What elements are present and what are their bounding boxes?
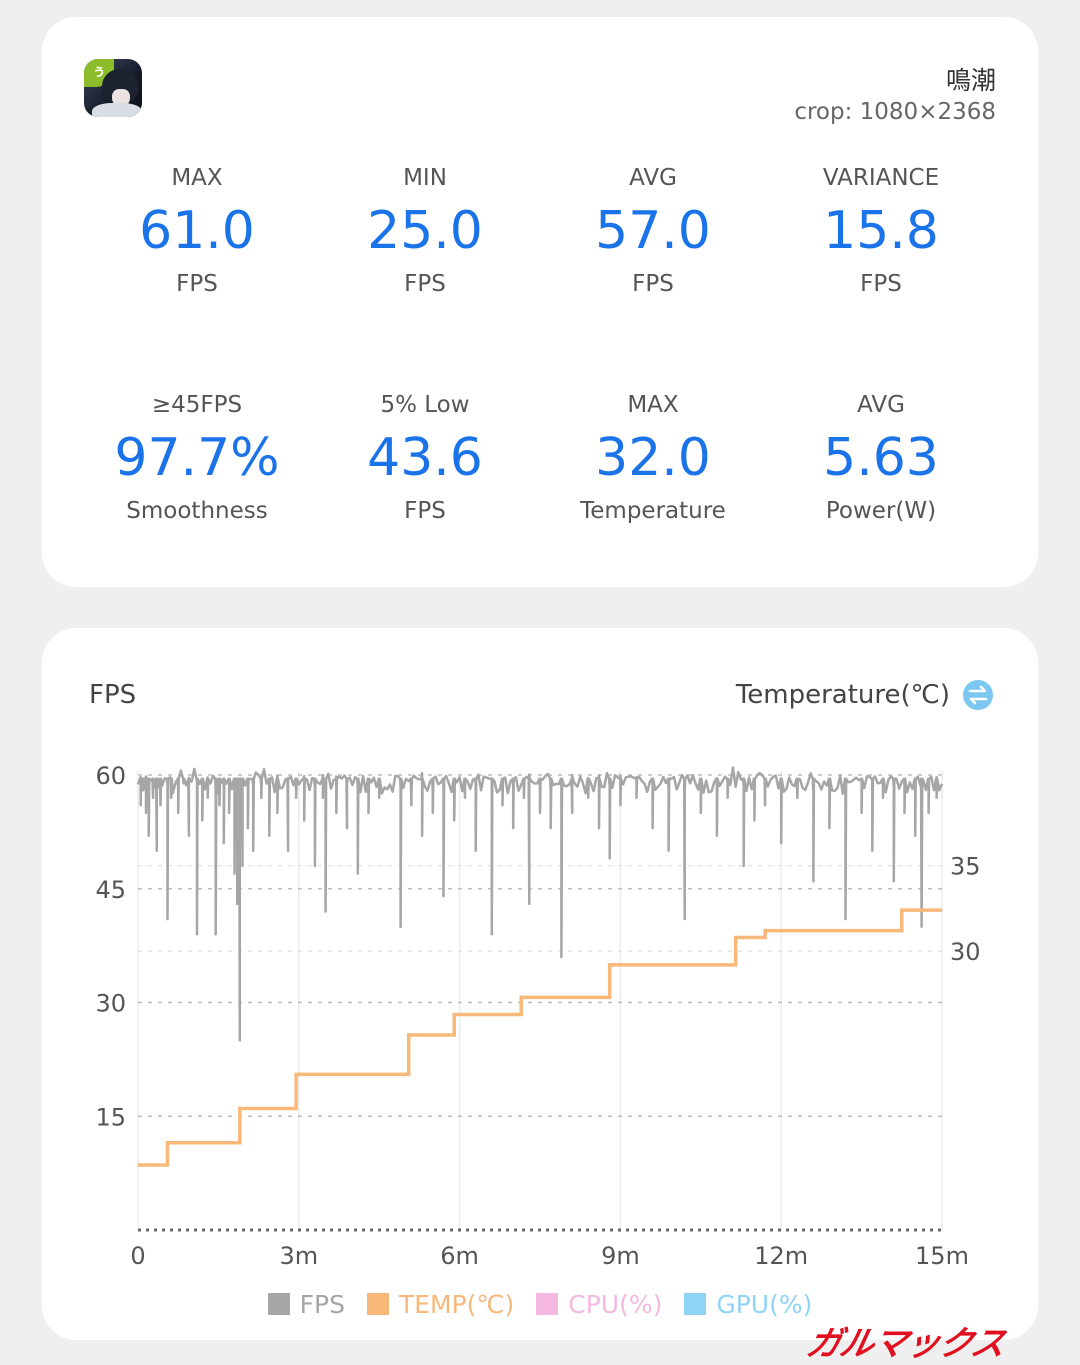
stat-label: MAX (171, 165, 223, 191)
stat-unit: FPS (860, 271, 902, 297)
legend-swatch (366, 1293, 389, 1315)
stat-label: 5% Low (380, 392, 470, 418)
stat-label: VARIANCE (822, 165, 940, 191)
stat-7: AVG 5.63 Power(W) (767, 390, 995, 526)
x-tick-label-5: 15m (915, 1242, 969, 1270)
chart-left-axis-title: FPS (89, 680, 137, 710)
stat-value: 43.6 (367, 428, 483, 488)
app-name: 鳴潮 (945, 66, 996, 95)
legend-swatch (536, 1293, 559, 1315)
stat-value: 61.0 (139, 201, 255, 261)
stat-value: 5.63 (823, 428, 939, 488)
stat-unit: FPS (404, 271, 446, 297)
stat-label: MAX (627, 392, 679, 418)
crop-info: crop: 1080×2368 (794, 99, 996, 125)
stat-2: AVG 57.0 FPS (539, 163, 767, 299)
x-tick-label-1: 3m (279, 1242, 318, 1270)
legend-label: GPU(%) (716, 1290, 813, 1319)
legend-label: TEMP(℃) (398, 1290, 515, 1319)
stat-0: MAX 61.0 FPS (83, 163, 311, 299)
legend-swatch (684, 1293, 707, 1315)
stat-6: MAX 32.0 Temperature (539, 390, 767, 526)
y-right-tick-label-1: 35 (950, 853, 981, 881)
chart-card: FPS Temperature(℃) 15 30 45 60 30 35 0 3m 6m 9m 12… (42, 628, 1038, 1340)
watermark-logo: ガルマックス (803, 1324, 1009, 1364)
y-right-tick-label-0: 30 (950, 938, 981, 966)
y-left-tick-label-0: 15 (95, 1103, 126, 1131)
legend-label: CPU(%) (568, 1290, 663, 1319)
fps-temperature-chart: 15 30 45 60 30 35 0 3m 6m 9m 12m 15m (95, 762, 981, 1270)
x-tick-label-0: 0 (130, 1242, 145, 1270)
app-icon: ぅ (84, 59, 142, 117)
stat-unit: Smoothness (126, 498, 268, 524)
fps-series-line (136, 766, 944, 1042)
legend-item-0[interactable]: FPS (267, 1290, 345, 1319)
y-left-tick-label-3: 60 (95, 762, 126, 790)
stat-4: ≥45FPS 97.7% Smoothness (83, 390, 311, 526)
stat-label: AVG (857, 392, 905, 418)
temperature-series-line (138, 908, 942, 1167)
stat-value: 25.0 (367, 201, 483, 261)
stat-value: 57.0 (595, 201, 711, 261)
swap-axis-icon[interactable] (962, 679, 994, 711)
x-tick-label-3: 9m (601, 1242, 640, 1270)
stat-value: 32.0 (595, 428, 711, 488)
y-left-tick-label-1: 30 (95, 990, 126, 1018)
legend-item-3[interactable]: GPU(%) (684, 1290, 812, 1319)
stat-value: 15.8 (823, 201, 939, 261)
stat-unit: FPS (176, 271, 218, 297)
legend-item-2[interactable]: CPU(%) (536, 1290, 662, 1319)
chart-legend: FPS TEMP(℃) CPU(%) GPU(%) (42, 1290, 1038, 1319)
stat-unit: Temperature (580, 498, 726, 524)
stat-label: AVG (629, 165, 677, 191)
y-left-tick-label-2: 45 (95, 876, 126, 904)
stat-label: MIN (403, 165, 447, 191)
legend-item-1[interactable]: TEMP(℃) (366, 1290, 515, 1319)
stat-unit: Power(W) (825, 498, 937, 524)
stat-3: VARIANCE 15.8 FPS (767, 163, 995, 299)
chart-right-axis-title: Temperature(℃) (735, 680, 950, 710)
stat-unit: FPS (404, 498, 446, 524)
stat-unit: FPS (632, 271, 674, 297)
legend-label: FPS (299, 1290, 345, 1319)
x-tick-label-2: 6m (440, 1242, 479, 1270)
stat-value: 97.7% (114, 428, 280, 488)
stat-label: ≥45FPS (151, 392, 243, 418)
x-tick-label-4: 12m (754, 1242, 808, 1270)
stat-5: 5% Low 43.6 FPS (311, 390, 539, 526)
legend-swatch (267, 1293, 290, 1315)
stat-1: MIN 25.0 FPS (311, 163, 539, 299)
stats-card: ぅ 鳴潮 crop: 1080×2368 MAX 61.0 FPS MIN 25.0 FP… (42, 17, 1038, 587)
